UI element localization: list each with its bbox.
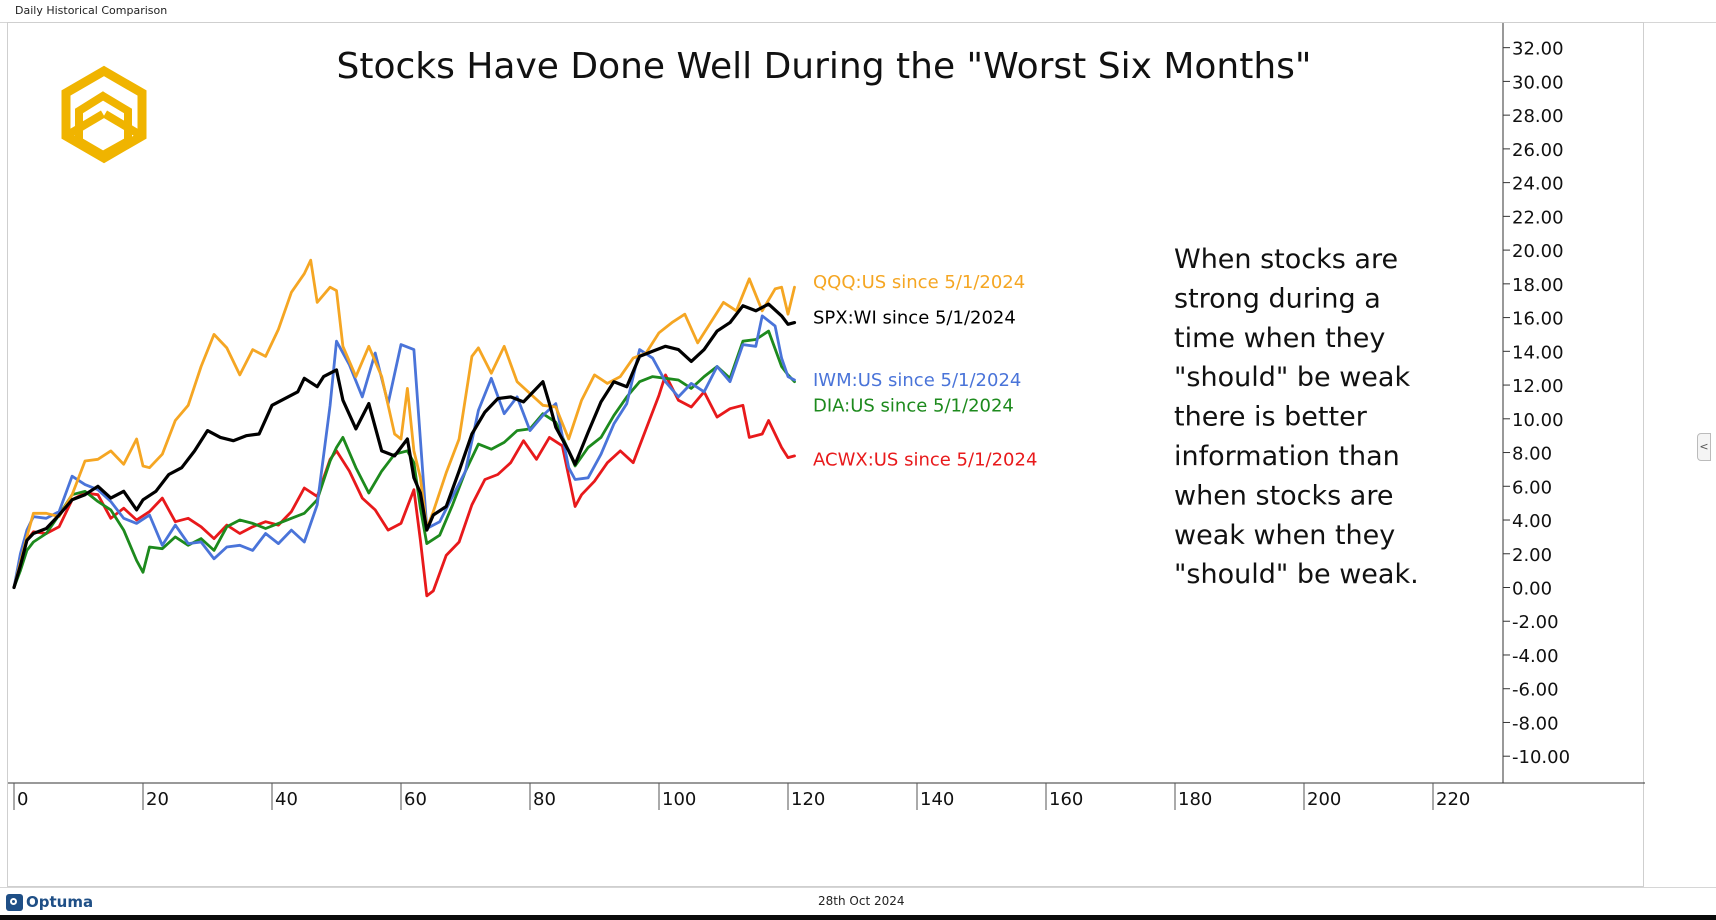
annotation-line: weak when they bbox=[1174, 520, 1395, 551]
brand-name: Optuma bbox=[26, 893, 94, 911]
y-tick-label: 22.00 bbox=[1512, 207, 1564, 228]
panel-collapse-handle[interactable]: < bbox=[1697, 433, 1711, 461]
x-axis: 0 20 40 60 80 100 120 140 160 180 200 220 bbox=[13, 783, 1470, 810]
series-label-qqq: QQQ:US since 5/1/2024 bbox=[813, 272, 1025, 293]
y-tick-label: 30.00 bbox=[1512, 72, 1564, 93]
annotation-text: When stocks are strong during a time when … bbox=[1174, 244, 1419, 590]
annotation-line: time when they bbox=[1174, 323, 1385, 354]
x-tick-label: 100 bbox=[662, 789, 696, 810]
annotation-line: information than bbox=[1174, 441, 1400, 472]
y-tick-label: 4.00 bbox=[1512, 511, 1552, 532]
y-tick-label: 26.00 bbox=[1512, 140, 1564, 161]
y-tick-label: 14.00 bbox=[1512, 342, 1564, 363]
y-tick-label: 6.00 bbox=[1512, 477, 1552, 498]
y-tick-label: -10.00 bbox=[1512, 747, 1570, 768]
y-tick-label: 12.00 bbox=[1512, 376, 1564, 397]
x-tick-label: 40 bbox=[275, 789, 298, 810]
y-tick-label: -6.00 bbox=[1512, 680, 1559, 701]
logo-icon bbox=[61, 65, 147, 164]
y-tick-label: 20.00 bbox=[1512, 241, 1564, 262]
y-axis: -10.00 -8.00 -6.00 -4.00 -2.00 0.00 2.00 4.00 6.… bbox=[1503, 39, 1570, 768]
optuma-brand: Optuma bbox=[6, 893, 93, 911]
y-tick-label: 28.00 bbox=[1512, 106, 1564, 127]
x-tick-label: 60 bbox=[404, 789, 427, 810]
series-labels: QQQ:US since 5/1/2024 SPX:WI since 5/1/20… bbox=[813, 272, 1037, 470]
chart-title: Stocks Have Done Well During the "Worst … bbox=[336, 46, 1311, 87]
x-tick-label: 200 bbox=[1307, 789, 1341, 810]
annotation-line: when stocks are bbox=[1174, 480, 1393, 511]
y-tick-label: -2.00 bbox=[1512, 612, 1559, 633]
window-header: Daily Historical Comparison bbox=[0, 0, 1716, 23]
annotation-line: "should" be weak. bbox=[1174, 559, 1419, 590]
y-tick-label: -4.00 bbox=[1512, 646, 1559, 667]
series-line-qqq bbox=[12, 258, 796, 589]
annotation-line: there is better bbox=[1174, 402, 1368, 433]
series-line-iwm bbox=[12, 314, 796, 589]
x-tick-label: 20 bbox=[146, 789, 169, 810]
series-line-dia bbox=[12, 329, 796, 589]
y-tick-label: 2.00 bbox=[1512, 545, 1552, 566]
series-label-spx: SPX:WI since 5/1/2024 bbox=[813, 308, 1016, 329]
annotation-line: When stocks are bbox=[1174, 244, 1398, 275]
y-tick-label: 24.00 bbox=[1512, 174, 1564, 195]
series-label-iwm: IWM:US since 5/1/2024 bbox=[813, 370, 1021, 391]
window-title: Daily Historical Comparison bbox=[15, 4, 168, 17]
x-tick-label: 120 bbox=[791, 789, 825, 810]
series-layer bbox=[12, 258, 797, 598]
y-tick-label: 10.00 bbox=[1512, 410, 1564, 431]
x-tick-label: 160 bbox=[1049, 789, 1083, 810]
chart-svg: Stocks Have Done Well During the "Worst … bbox=[8, 23, 1645, 810]
series-label-acwx: ACWX:US since 5/1/2024 bbox=[813, 449, 1037, 470]
series-label-dia: DIA:US since 5/1/2024 bbox=[813, 395, 1014, 416]
y-tick-label: -8.00 bbox=[1512, 714, 1559, 735]
status-bar: Optuma 28th Oct 2024 bbox=[0, 887, 1716, 920]
x-tick-label: 220 bbox=[1436, 789, 1470, 810]
y-tick-label: 18.00 bbox=[1512, 275, 1564, 296]
chart-date: 28th Oct 2024 bbox=[818, 894, 905, 908]
y-tick-label: 0.00 bbox=[1512, 579, 1552, 600]
series-line-spx bbox=[12, 302, 797, 590]
x-tick-label: 0 bbox=[17, 789, 28, 810]
chart-area: Stocks Have Done Well During the "Worst … bbox=[7, 22, 1645, 887]
x-tick-label: 80 bbox=[533, 789, 556, 810]
x-tick-label: 140 bbox=[920, 789, 954, 810]
y-tick-label: 32.00 bbox=[1512, 39, 1564, 60]
optuma-logo-icon bbox=[6, 893, 23, 911]
annotation-line: strong during a bbox=[1174, 283, 1381, 314]
x-tick-label: 180 bbox=[1178, 789, 1212, 810]
y-tick-label: 16.00 bbox=[1512, 309, 1564, 330]
y-tick-label: 8.00 bbox=[1512, 444, 1552, 465]
annotation-line: "should" be weak bbox=[1174, 362, 1410, 393]
